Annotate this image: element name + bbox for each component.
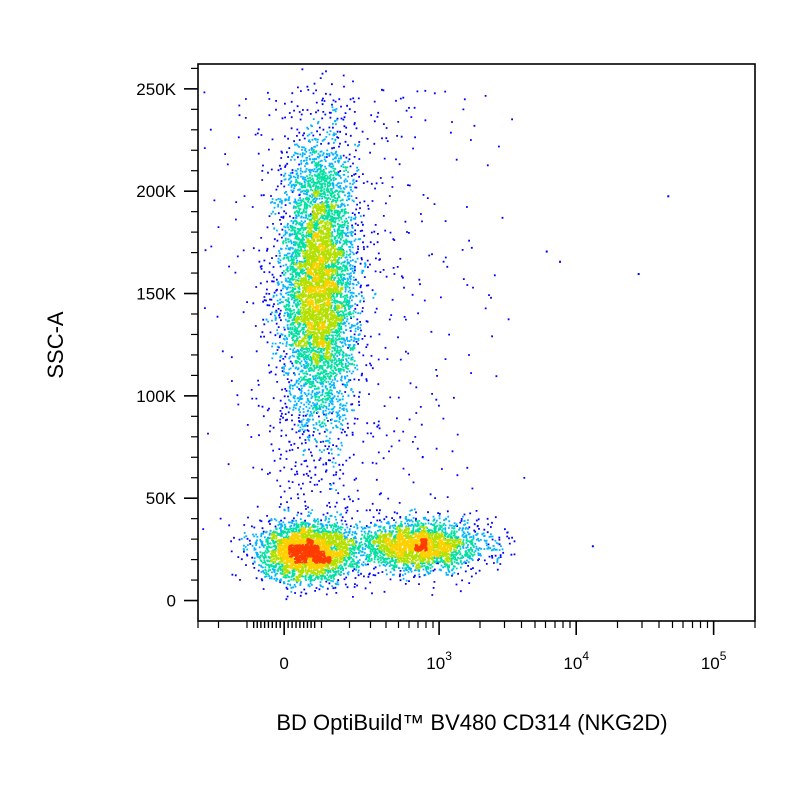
density-points-level-5 xyxy=(288,538,428,564)
density-points-level-1 xyxy=(240,106,504,593)
y-tick-label: 100K xyxy=(136,387,176,406)
outlier-point xyxy=(667,195,670,198)
outlier-point xyxy=(545,250,548,253)
outlier-point xyxy=(637,273,640,276)
y-tick-label: 200K xyxy=(136,182,176,201)
outlier-point xyxy=(559,260,562,263)
x-tick-label: 0 xyxy=(279,654,288,673)
y-axis-title: SSC-A xyxy=(43,311,68,379)
y-tick-label: 50K xyxy=(146,489,177,508)
y-tick-label: 150K xyxy=(136,285,176,304)
outlier-point xyxy=(591,545,594,548)
y-tick-label: 0 xyxy=(167,592,176,611)
density-points-level-0 xyxy=(202,68,526,601)
y-tick-label: 250K xyxy=(136,80,176,99)
x-axis-title: BD OptiBuild™ BV480 CD314 (NKG2D) xyxy=(276,710,667,735)
plot-frame xyxy=(197,63,756,622)
density-points-level-4 xyxy=(277,232,452,570)
y-axis: 0 50K 100K 150K 200K 250K xyxy=(136,67,198,611)
scatter-points xyxy=(202,68,670,601)
